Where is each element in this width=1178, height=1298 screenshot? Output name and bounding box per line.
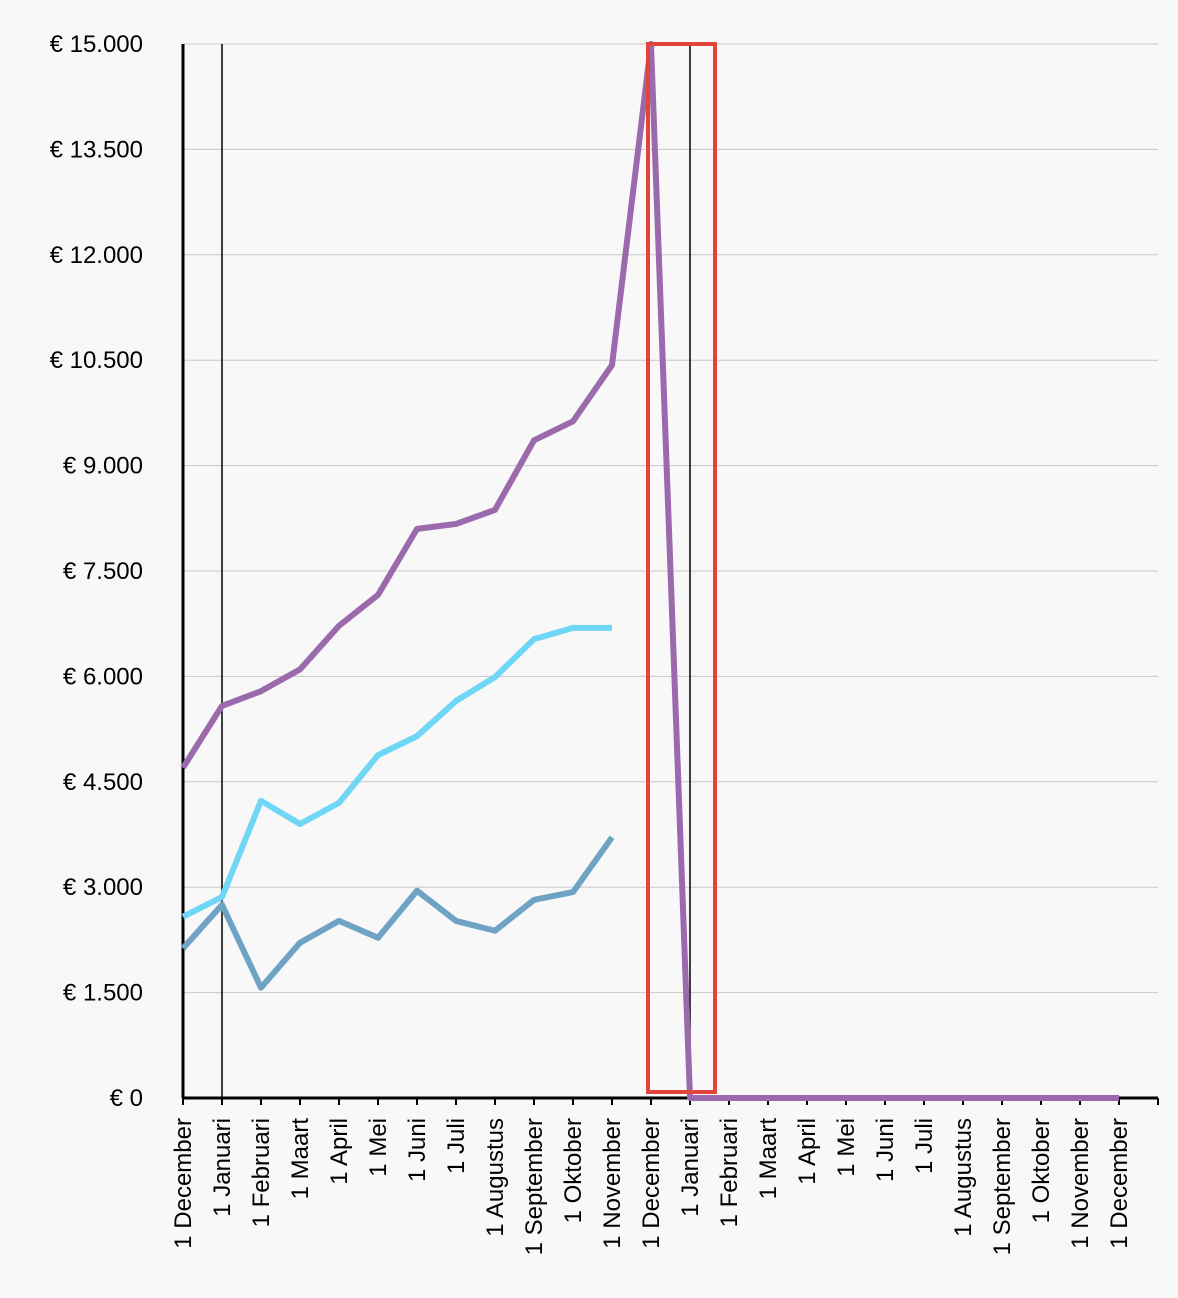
y-tick-label: € 4.500	[63, 769, 143, 796]
x-tick-label: 1 Februari	[248, 1118, 275, 1227]
x-tick-label: 1 September	[989, 1118, 1016, 1255]
x-tick-label: 1 Augustus	[482, 1118, 509, 1237]
series-line	[181, 624, 612, 920]
y-tick-label: € 3.000	[63, 874, 143, 901]
x-tick-label: 1 Juli	[911, 1118, 938, 1174]
x-tick-label: 1 Januari	[677, 1118, 704, 1217]
y-tick-label: € 7.500	[63, 558, 143, 585]
x-tick-label: 1 Augustus	[950, 1118, 977, 1237]
x-tick-label: 1 Februari	[716, 1118, 743, 1227]
x-tick-label: 1 November	[1067, 1118, 1094, 1249]
x-tick-label: 1 April	[326, 1118, 353, 1185]
x-tick-label: 1 December	[638, 1118, 665, 1249]
y-tick-label: € 15.000	[50, 31, 143, 58]
series-line	[180, 835, 615, 991]
x-tick-label: 1 Oktober	[560, 1118, 587, 1223]
x-tick-label: 1 Mei	[365, 1118, 392, 1177]
x-tick-label: 1 Maart	[287, 1118, 314, 1200]
x-tick-label: 1 December	[1106, 1118, 1133, 1249]
x-tick-label: 1 Oktober	[1028, 1118, 1055, 1223]
y-tick-label: € 12.000	[50, 242, 143, 269]
x-tick-label: 1 November	[599, 1118, 626, 1249]
y-tick-label: € 13.500	[50, 136, 143, 163]
x-tick-label: 1 September	[521, 1118, 548, 1255]
x-tick-label: 1 Mei	[833, 1118, 860, 1177]
y-tick-label: € 0	[110, 1085, 143, 1112]
x-tick-label: 1 Juni	[872, 1118, 899, 1182]
y-tick-label: € 10.500	[50, 347, 143, 374]
y-tick-label: € 6.000	[63, 663, 143, 690]
x-tick-label: 1 Juni	[404, 1118, 431, 1182]
y-tick-label: € 9.000	[63, 453, 143, 480]
y-tick-label: € 1.500	[63, 980, 143, 1007]
x-tick-label: 1 Maart	[755, 1118, 782, 1200]
x-tick-label: 1 Januari	[209, 1118, 236, 1217]
x-tick-label: 1 April	[794, 1118, 821, 1185]
highlight-box	[646, 42, 717, 1094]
x-tick-label: 1 Juli	[443, 1118, 470, 1174]
x-tick-label: 1 December	[170, 1118, 197, 1249]
